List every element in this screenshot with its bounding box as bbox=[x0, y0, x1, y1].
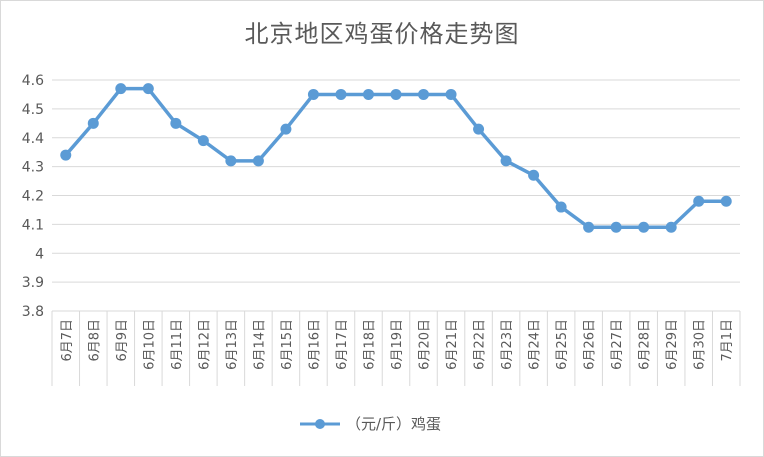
data-point bbox=[390, 88, 402, 100]
x-tick-label: 6月22日 bbox=[473, 319, 488, 370]
x-tick-label: 6月29日 bbox=[665, 319, 680, 370]
data-point bbox=[87, 117, 99, 129]
x-tick-label: 6月19日 bbox=[390, 319, 405, 370]
x-tick-label: 6月9日 bbox=[115, 319, 130, 362]
y-tick-label: 3.8 bbox=[22, 304, 44, 320]
data-point bbox=[418, 88, 430, 100]
x-tick-label: 6月7日 bbox=[60, 319, 75, 362]
data-point bbox=[638, 221, 650, 233]
data-point bbox=[473, 123, 485, 135]
x-tick-label: 6月21日 bbox=[445, 319, 460, 370]
x-tick-label: 6月26日 bbox=[583, 319, 598, 370]
data-point bbox=[720, 195, 732, 207]
x-tick-label: 6月8日 bbox=[87, 319, 102, 362]
x-tick-label: 6月12日 bbox=[197, 319, 212, 370]
x-axis-ticks: 6月7日 6月8日 6月9日 6月10日 6月11日 6月12日 6月13日 6月14日 6月1… bbox=[60, 319, 735, 370]
x-tick-label: 7月1日 bbox=[720, 319, 735, 362]
data-point bbox=[335, 88, 347, 100]
x-tick-label: 6月13日 bbox=[225, 319, 240, 370]
x-tick-label: 6月27日 bbox=[610, 319, 625, 370]
y-tick-label: 4.4 bbox=[22, 131, 44, 147]
x-tick-label: 6月24日 bbox=[528, 319, 543, 370]
data-point bbox=[142, 83, 154, 95]
x-tick-label: 6月17日 bbox=[335, 319, 350, 370]
series-line bbox=[64, 86, 727, 230]
x-tick-label: 6月20日 bbox=[418, 319, 433, 370]
data-point bbox=[115, 83, 127, 95]
data-point bbox=[665, 221, 677, 233]
data-point bbox=[307, 88, 319, 100]
y-tick-label: 4.6 bbox=[22, 73, 44, 89]
y-tick-label: 4 bbox=[35, 246, 44, 262]
y-tick-label: 4.5 bbox=[22, 102, 44, 118]
data-point bbox=[693, 195, 705, 207]
gridlines bbox=[51, 79, 741, 386]
x-tick-label: 6月18日 bbox=[362, 319, 377, 370]
x-tick-label: 6月25日 bbox=[555, 319, 570, 370]
data-point bbox=[362, 88, 374, 100]
series-group bbox=[60, 83, 732, 233]
x-tick-label: 6月15日 bbox=[280, 319, 295, 370]
legend-marker bbox=[315, 419, 325, 429]
data-point bbox=[170, 117, 182, 129]
data-point bbox=[583, 221, 595, 233]
x-tick-label: 6月14日 bbox=[252, 319, 267, 370]
x-tick-label: 6月16日 bbox=[307, 319, 322, 370]
data-point bbox=[252, 155, 264, 167]
x-tick-label: 6月11日 bbox=[170, 319, 185, 370]
data-point bbox=[60, 149, 72, 161]
chart-title: 北京地区鸡蛋价格走势图 bbox=[244, 20, 520, 48]
x-tick-label: 6月23日 bbox=[500, 319, 515, 370]
data-point bbox=[197, 135, 209, 147]
y-axis-ticks: 4.6 4.5 4.4 4.3 4.2 4.1 4 3.9 3.8 bbox=[22, 73, 44, 320]
legend-label: （元/斤）鸡蛋 bbox=[346, 415, 441, 433]
x-tick-label: 6月28日 bbox=[638, 319, 653, 370]
data-point bbox=[610, 221, 622, 233]
x-tick-label: 6月30日 bbox=[693, 319, 708, 370]
data-point bbox=[528, 169, 540, 181]
y-tick-label: 4.2 bbox=[22, 189, 44, 205]
y-tick-label: 4.3 bbox=[22, 160, 44, 176]
data-point bbox=[445, 88, 457, 100]
legend: （元/斤）鸡蛋 bbox=[300, 415, 441, 433]
y-tick-label: 4.1 bbox=[22, 217, 44, 233]
y-tick-label: 3.9 bbox=[22, 275, 44, 291]
data-point bbox=[555, 201, 567, 213]
data-point bbox=[225, 155, 237, 167]
x-tick-label: 6月10日 bbox=[142, 319, 157, 370]
data-point bbox=[500, 155, 512, 167]
data-point bbox=[280, 123, 292, 135]
